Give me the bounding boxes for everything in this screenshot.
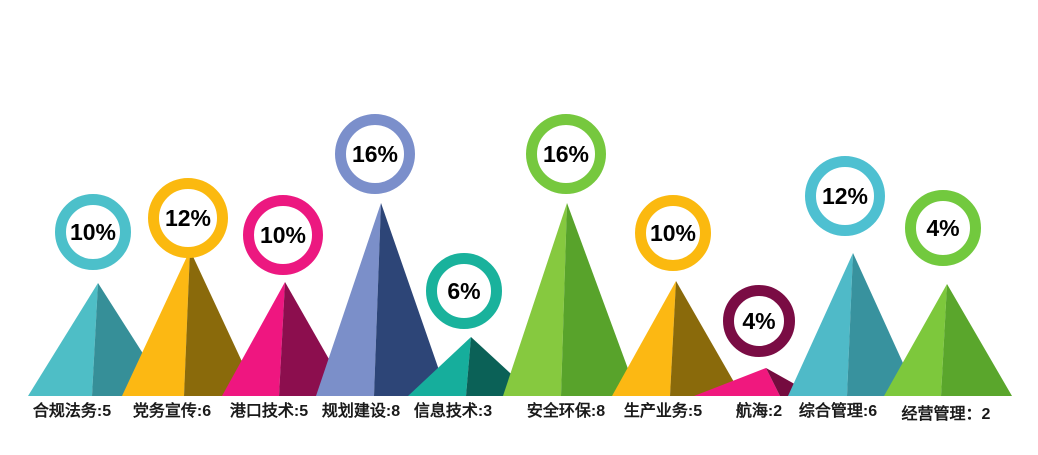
percent-label: 10% [70, 219, 116, 245]
percent-ring [426, 253, 502, 329]
pyramid-left-face [612, 281, 676, 396]
category-label: 经营管理：2 [902, 404, 991, 423]
category-label: 航海:2 [736, 401, 782, 420]
percent-label: 12% [165, 205, 211, 231]
percent-ring [55, 194, 131, 270]
percent-ring [148, 178, 228, 258]
percent-ring [635, 195, 711, 271]
percent-ring [243, 195, 323, 275]
pyramid-left-face [122, 250, 190, 396]
percent-label: 12% [822, 183, 868, 209]
percent-label: 4% [742, 308, 775, 334]
pyramid-left-face [503, 203, 567, 396]
pyramid-left-face [28, 283, 98, 396]
percent-label: 10% [260, 222, 306, 248]
category-label: 生产业务:5 [624, 401, 702, 420]
pyramid-right-face [847, 253, 918, 396]
pyramid-right-face [374, 203, 448, 396]
percent-ring [335, 114, 415, 194]
percent-label: 4% [926, 215, 959, 241]
percent-label: 6% [447, 278, 480, 304]
percent-ring [723, 285, 795, 357]
pyramid-left-face [788, 253, 853, 396]
pyramid-right-face [670, 281, 742, 396]
category-label: 信息技术:3 [414, 401, 492, 420]
pyramid-left-face [884, 284, 947, 396]
pyramid-left-face [316, 203, 381, 396]
category-label: 规划建设:8 [322, 401, 400, 420]
pyramid-right-face [561, 203, 638, 396]
pyramid-left-face [408, 337, 471, 396]
pyramid-left-face [694, 368, 780, 396]
pyramid-right-face [941, 284, 1012, 396]
percent-label: 10% [650, 220, 696, 246]
category-label: 安全环保:8 [527, 401, 605, 420]
percent-ring [526, 114, 606, 194]
category-label: 港口技术:5 [230, 401, 308, 420]
percent-label: 16% [543, 141, 589, 167]
pyramid-right-face [184, 250, 258, 396]
percent-ring [805, 156, 885, 236]
category-label: 综合管理:6 [799, 401, 877, 420]
percent-label: 16% [352, 141, 398, 167]
category-label: 合规法务:5 [33, 401, 111, 420]
pyramid-left-face [222, 282, 285, 396]
category-label: 党务宣传:6 [133, 401, 211, 420]
percent-ring [905, 190, 981, 266]
